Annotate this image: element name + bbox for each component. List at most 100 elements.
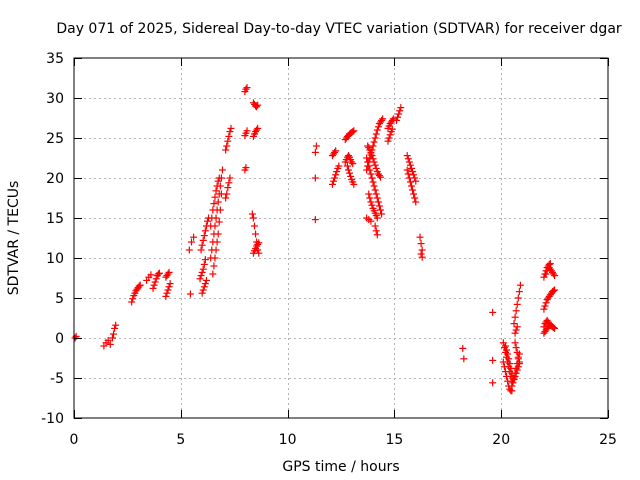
data-point (222, 194, 230, 202)
data-point (459, 344, 467, 352)
data-point (396, 107, 404, 115)
data-point (198, 241, 206, 249)
data-point (393, 116, 401, 124)
data-point (198, 289, 206, 297)
y-tick-label: 30 (46, 91, 64, 107)
data-point (162, 292, 170, 300)
data-point (371, 134, 379, 142)
data-point (149, 284, 157, 292)
y-tick-label: 10 (46, 251, 64, 267)
data-point (331, 174, 339, 182)
data-point (375, 202, 383, 210)
data-point (515, 358, 523, 366)
data-point (377, 206, 385, 214)
data-point (513, 300, 521, 308)
data-point (135, 282, 143, 290)
y-tick-label: 5 (55, 291, 64, 307)
data-point (147, 271, 155, 279)
data-point (386, 131, 394, 139)
data-point (385, 134, 393, 142)
data-point (201, 227, 209, 235)
data-point (378, 210, 386, 218)
data-point (249, 214, 257, 222)
data-point (511, 339, 519, 347)
data-point (373, 194, 381, 202)
data-point (514, 294, 522, 302)
axis-ticks: 0 5 10 15 20 25 -10 -5 0 5 10 15 20 25 30 35 (41, 51, 617, 448)
data-point (150, 281, 158, 289)
data-point (403, 166, 411, 174)
data-point (368, 152, 376, 160)
data-point (347, 172, 355, 180)
data-points (71, 84, 559, 395)
x-tick-label: 20 (492, 432, 510, 448)
data-point (366, 194, 374, 202)
data-point (199, 286, 207, 294)
data-point (545, 260, 553, 268)
data-point (370, 138, 378, 146)
data-point (374, 198, 382, 206)
data-point (210, 262, 218, 270)
data-point (460, 355, 468, 363)
data-point (412, 198, 420, 206)
data-point (335, 162, 343, 170)
data-point (515, 288, 523, 296)
data-point (513, 348, 521, 356)
data-point (165, 268, 173, 276)
y-tick-label: -5 (50, 371, 64, 387)
data-point (365, 190, 373, 198)
data-point (332, 147, 340, 155)
data-point (373, 126, 381, 134)
data-point (214, 230, 222, 238)
data-point (489, 379, 497, 387)
data-point (128, 298, 136, 306)
data-point (551, 272, 559, 280)
data-point (371, 222, 379, 230)
data-point (379, 115, 387, 123)
data-point (225, 179, 233, 187)
data-point (404, 170, 412, 178)
data-point (546, 260, 554, 268)
data-point (166, 280, 174, 288)
data-point (312, 142, 320, 150)
data-point (366, 166, 374, 174)
data-point (129, 295, 137, 303)
data-point (110, 330, 118, 338)
data-point (371, 186, 379, 194)
data-point (512, 344, 520, 352)
data-point (214, 177, 222, 185)
data-point (510, 320, 518, 328)
data-point (202, 276, 210, 284)
x-tick-label: 10 (279, 432, 297, 448)
y-tick-label: 0 (55, 331, 64, 347)
data-point (164, 286, 172, 294)
data-point (199, 236, 207, 244)
data-point (550, 287, 558, 295)
data-point (369, 155, 377, 163)
data-point (226, 128, 234, 136)
data-point (516, 281, 524, 289)
data-point (311, 148, 319, 156)
data-point (254, 240, 262, 248)
y-tick-label: 35 (46, 51, 64, 67)
data-point (372, 164, 380, 172)
data-point (212, 246, 220, 254)
data-point (551, 286, 559, 294)
data-point (412, 177, 420, 185)
data-point (226, 174, 234, 182)
y-axis-label: SDTVAR / TECUs (6, 181, 22, 296)
data-point (504, 377, 512, 385)
data-point (190, 233, 198, 241)
data-point (213, 238, 221, 246)
data-point (252, 230, 260, 238)
data-point (367, 198, 375, 206)
data-point (367, 217, 375, 225)
data-point (509, 379, 517, 387)
data-point (198, 268, 206, 276)
data-point (505, 355, 513, 363)
data-point (489, 356, 497, 364)
data-point (374, 123, 382, 131)
data-point (365, 162, 373, 170)
data-point (254, 124, 262, 132)
